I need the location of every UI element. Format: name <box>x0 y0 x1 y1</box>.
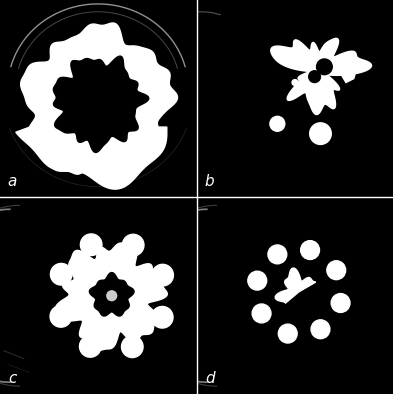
Text: b: b <box>205 174 215 189</box>
Polygon shape <box>275 268 316 303</box>
Circle shape <box>278 324 297 343</box>
Circle shape <box>316 59 332 75</box>
Circle shape <box>292 80 298 85</box>
Circle shape <box>50 264 72 285</box>
Circle shape <box>50 306 72 327</box>
Circle shape <box>121 336 143 358</box>
Circle shape <box>81 234 102 256</box>
Circle shape <box>151 307 173 328</box>
Text: a: a <box>8 174 17 189</box>
Circle shape <box>152 264 173 286</box>
Polygon shape <box>56 243 167 350</box>
Circle shape <box>122 234 144 256</box>
Polygon shape <box>16 127 167 189</box>
Text: c: c <box>8 371 16 386</box>
Circle shape <box>331 294 350 312</box>
Circle shape <box>310 123 331 145</box>
Circle shape <box>327 261 346 280</box>
Polygon shape <box>340 65 358 82</box>
Circle shape <box>248 271 267 290</box>
Circle shape <box>79 336 101 357</box>
Circle shape <box>301 241 320 260</box>
Circle shape <box>252 304 271 323</box>
Polygon shape <box>21 23 178 175</box>
Circle shape <box>311 320 330 339</box>
Polygon shape <box>271 38 371 115</box>
Circle shape <box>309 71 320 82</box>
Circle shape <box>270 116 285 131</box>
Polygon shape <box>53 56 149 152</box>
Circle shape <box>107 291 117 301</box>
Polygon shape <box>89 273 134 316</box>
Text: d: d <box>205 371 215 386</box>
Circle shape <box>268 245 287 264</box>
